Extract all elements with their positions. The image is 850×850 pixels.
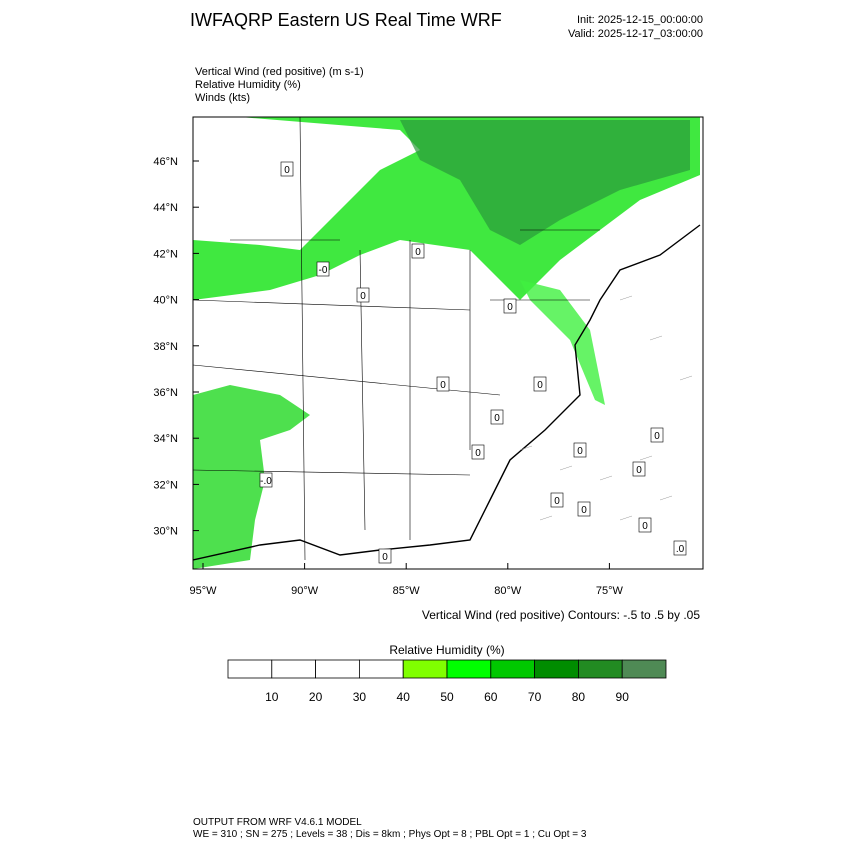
lat-label: 44°N	[153, 202, 178, 214]
contour-label: 0	[284, 165, 290, 176]
colorbar-box	[402, 659, 448, 679]
contour-label-box	[632, 461, 646, 477]
lat-label: 36°N	[153, 387, 178, 399]
contour-label: 0	[554, 496, 560, 507]
contour-label: 0	[360, 291, 366, 302]
contour-label: 0	[494, 413, 500, 424]
contour-label-box	[533, 376, 547, 392]
contour-label: .0	[676, 544, 685, 555]
contour-label: 0	[507, 302, 513, 313]
lat-label: 34°N	[153, 433, 178, 445]
contour-label-box	[673, 540, 687, 556]
contour-label-box	[471, 444, 485, 460]
colorbar-tick-label: 50	[440, 690, 454, 704]
colorbar-box	[534, 659, 579, 679]
contour-label: 0	[537, 380, 543, 391]
lat-label: 38°N	[153, 341, 178, 353]
contour-label: -0	[319, 265, 328, 276]
colorbar-tick-label: 30	[353, 690, 367, 704]
field-label: Relative Humidity (%)	[195, 79, 301, 91]
lat-label: 30°N	[153, 526, 178, 538]
lat-label: 42°N	[153, 248, 178, 260]
contour-label: 0	[475, 448, 481, 459]
contour-label: -.0	[260, 476, 272, 487]
contour-label-box	[573, 442, 587, 458]
contour-label-box	[316, 261, 330, 277]
colorbar-tick-label: 90	[616, 690, 630, 704]
colorbar-box	[578, 659, 623, 679]
contour-label: 0	[654, 431, 660, 442]
valid: Valid: 2025-12-17_03:00:00	[568, 28, 703, 40]
contour-label-box	[259, 472, 273, 488]
humidity-area	[400, 120, 690, 245]
contour-label-box	[378, 548, 392, 564]
map	[192, 116, 704, 570]
boundaries	[193, 117, 701, 561]
contour-label-box	[356, 287, 370, 303]
contour-label-box	[280, 161, 294, 177]
contour-label: 0	[636, 465, 642, 476]
init: Init: 2025-12-15_00:00:00	[577, 14, 703, 26]
contour-label: 0	[577, 446, 583, 457]
lon-label: 80°W	[494, 585, 522, 597]
contour-label: 0	[581, 505, 587, 516]
field-label: Winds (kts)	[195, 92, 250, 104]
lat-label: 46°N	[153, 156, 178, 168]
humidity-area	[520, 280, 605, 405]
contour-label-box	[490, 409, 504, 425]
contour-label-box	[550, 492, 564, 508]
colorbar-tick-label: 70	[528, 690, 542, 704]
colorbar-box	[358, 659, 404, 679]
colorbar-box	[315, 659, 360, 679]
colorbar-title: Relative Humidity (%)	[389, 643, 504, 657]
contour-label-box	[638, 517, 652, 533]
colorbar-tick-label: 60	[484, 690, 498, 704]
colorbar-box	[446, 659, 492, 679]
footer: OUTPUT FROM WRF V4.6.1 MODEL	[193, 817, 362, 828]
lat-label: 40°N	[153, 295, 178, 307]
lon-label: 95°W	[189, 585, 217, 597]
contour-label: 0	[382, 552, 388, 563]
contour-label: 0	[440, 380, 446, 391]
colorbar-box	[271, 659, 316, 679]
contour-label-box	[436, 376, 450, 392]
contour-label: 0	[642, 521, 648, 532]
contour-label: 0	[415, 247, 421, 258]
footer: WE = 310 ; SN = 275 ; Levels = 38 ; Dis …	[193, 829, 587, 840]
wind-barbs	[519, 295, 693, 521]
title: IWFAQRP Eastern US Real Time WRF	[190, 10, 502, 30]
humidity-area	[193, 385, 310, 569]
contour-label-box	[411, 243, 425, 259]
contour-info: Vertical Wind (red positive) Contours: -…	[422, 608, 700, 622]
lon-label: 75°W	[596, 585, 624, 597]
colorbar-box	[621, 659, 667, 679]
lat-label: 32°N	[153, 479, 178, 491]
colorbar-box	[490, 659, 535, 679]
colorbar-box	[227, 659, 273, 679]
contour-label-box	[650, 427, 664, 443]
colorbar-tick-label: 20	[309, 690, 323, 704]
colorbar-tick-label: 80	[572, 690, 586, 704]
contour-label-box	[577, 501, 591, 517]
colorbar-tick-label: 10	[265, 690, 279, 704]
field-label: Vertical Wind (red positive) (m s-1)	[195, 66, 364, 78]
colorbar-tick-label: 40	[397, 690, 411, 704]
lon-label: 85°W	[393, 585, 421, 597]
contour-label-box	[503, 298, 517, 314]
lon-label: 90°W	[291, 585, 319, 597]
